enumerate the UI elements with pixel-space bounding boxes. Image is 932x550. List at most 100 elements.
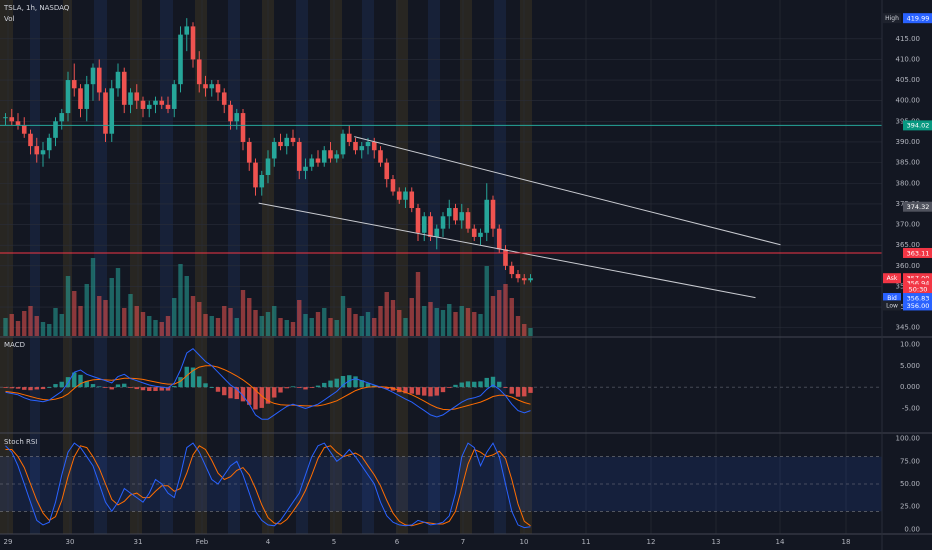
candle[interactable]	[109, 80, 115, 142]
candle[interactable]	[440, 212, 446, 237]
macd-line[interactable]	[5, 348, 531, 420]
candle[interactable]	[165, 96, 171, 114]
candle[interactable]	[171, 80, 177, 118]
candle[interactable]	[521, 274, 527, 285]
candle[interactable]	[78, 84, 83, 118]
candle[interactable]	[240, 108, 246, 151]
candle[interactable]	[121, 67, 127, 114]
candle[interactable]	[84, 75, 90, 122]
candle[interactable]	[471, 224, 477, 242]
candle[interactable]	[40, 141, 46, 167]
candle[interactable]	[396, 187, 402, 204]
candle[interactable]	[203, 75, 208, 97]
candle[interactable]	[403, 187, 408, 209]
candle[interactable]	[228, 100, 233, 130]
candle[interactable]	[103, 88, 108, 142]
price-axis[interactable]: 345.00350.00355.00360.00365.00370.00375.…	[896, 35, 921, 534]
candle[interactable]	[309, 154, 315, 171]
candle[interactable]	[71, 63, 77, 97]
candle[interactable]	[59, 108, 65, 130]
channel-trendline-1[interactable]	[258, 202, 756, 299]
candle[interactable]	[478, 228, 483, 246]
candle[interactable]	[153, 96, 158, 114]
candle[interactable]	[528, 274, 533, 283]
candle[interactable]	[421, 212, 427, 242]
candle[interactable]	[340, 129, 346, 159]
candle[interactable]	[446, 199, 452, 229]
candle[interactable]	[353, 137, 358, 155]
candle[interactable]	[234, 108, 240, 130]
candle[interactable]	[196, 51, 202, 93]
candle[interactable]	[96, 59, 102, 101]
candle[interactable]	[384, 158, 390, 188]
candle[interactable]	[34, 137, 40, 163]
candle[interactable]	[184, 18, 190, 52]
candle[interactable]	[428, 212, 433, 242]
candle[interactable]	[321, 146, 327, 167]
candle[interactable]	[490, 195, 496, 237]
candle[interactable]	[9, 108, 15, 126]
candle[interactable]	[315, 150, 321, 167]
candle[interactable]	[15, 113, 21, 130]
candle[interactable]	[28, 129, 33, 155]
candle[interactable]	[259, 170, 265, 196]
channel-trendline-0[interactable]	[354, 136, 781, 246]
candle[interactable]	[453, 203, 458, 225]
candle[interactable]	[415, 203, 421, 242]
candle[interactable]	[284, 133, 290, 155]
candlestick-series[interactable]	[3, 18, 533, 285]
volume-label[interactable]: Vol	[4, 15, 15, 23]
candle[interactable]	[278, 133, 283, 151]
candle[interactable]	[46, 133, 52, 159]
candle[interactable]	[503, 245, 508, 270]
candle[interactable]	[21, 117, 27, 138]
candle[interactable]	[3, 113, 8, 126]
candle[interactable]	[515, 269, 521, 283]
candle[interactable]	[303, 158, 308, 180]
symbol-title[interactable]: TSLA, 1h, NASDAQ	[4, 4, 70, 12]
candle[interactable]	[328, 141, 333, 163]
candle[interactable]	[465, 208, 471, 233]
candle[interactable]	[334, 150, 340, 163]
candle[interactable]	[484, 183, 490, 242]
candle[interactable]	[246, 137, 252, 171]
candle[interactable]	[509, 261, 515, 279]
candle[interactable]	[290, 129, 296, 147]
candle[interactable]	[271, 137, 277, 167]
candle[interactable]	[178, 26, 183, 93]
candle[interactable]	[215, 80, 221, 101]
candle[interactable]	[346, 125, 352, 147]
macd-indicator[interactable]	[0, 348, 882, 420]
candle[interactable]	[265, 150, 271, 184]
candle[interactable]	[221, 88, 227, 114]
candle[interactable]	[146, 100, 152, 118]
candle[interactable]	[159, 96, 165, 109]
macd-signal-line[interactable]	[5, 365, 531, 411]
candle[interactable]	[359, 141, 365, 159]
candle[interactable]	[390, 175, 396, 196]
candle[interactable]	[209, 80, 215, 97]
candle[interactable]	[409, 187, 415, 213]
candle[interactable]	[128, 88, 133, 114]
candle[interactable]	[140, 96, 146, 118]
stoch-rsi-pane-title[interactable]: Stoch RSI	[4, 438, 38, 446]
candle-body	[90, 67, 96, 85]
candle[interactable]	[459, 203, 465, 229]
candle[interactable]	[190, 22, 196, 68]
candle[interactable]	[378, 146, 383, 167]
candle[interactable]	[253, 158, 258, 196]
candle[interactable]	[53, 117, 58, 147]
drawing-tools[interactable]	[0, 124, 882, 299]
candle[interactable]	[90, 63, 96, 101]
candle[interactable]	[115, 63, 121, 97]
macd-pane-title[interactable]: MACD	[4, 341, 25, 349]
candle[interactable]	[296, 137, 302, 180]
candle[interactable]	[134, 84, 140, 109]
stoch-rsi-indicator[interactable]	[5, 442, 531, 529]
time-axis[interactable]: 29 30 31 Feb 4 5 6 7 10 11 12 13 14 18	[4, 538, 851, 546]
stoch-d-line[interactable]	[5, 445, 531, 527]
candle[interactable]	[65, 71, 71, 122]
stoch-k-line[interactable]	[5, 442, 531, 529]
